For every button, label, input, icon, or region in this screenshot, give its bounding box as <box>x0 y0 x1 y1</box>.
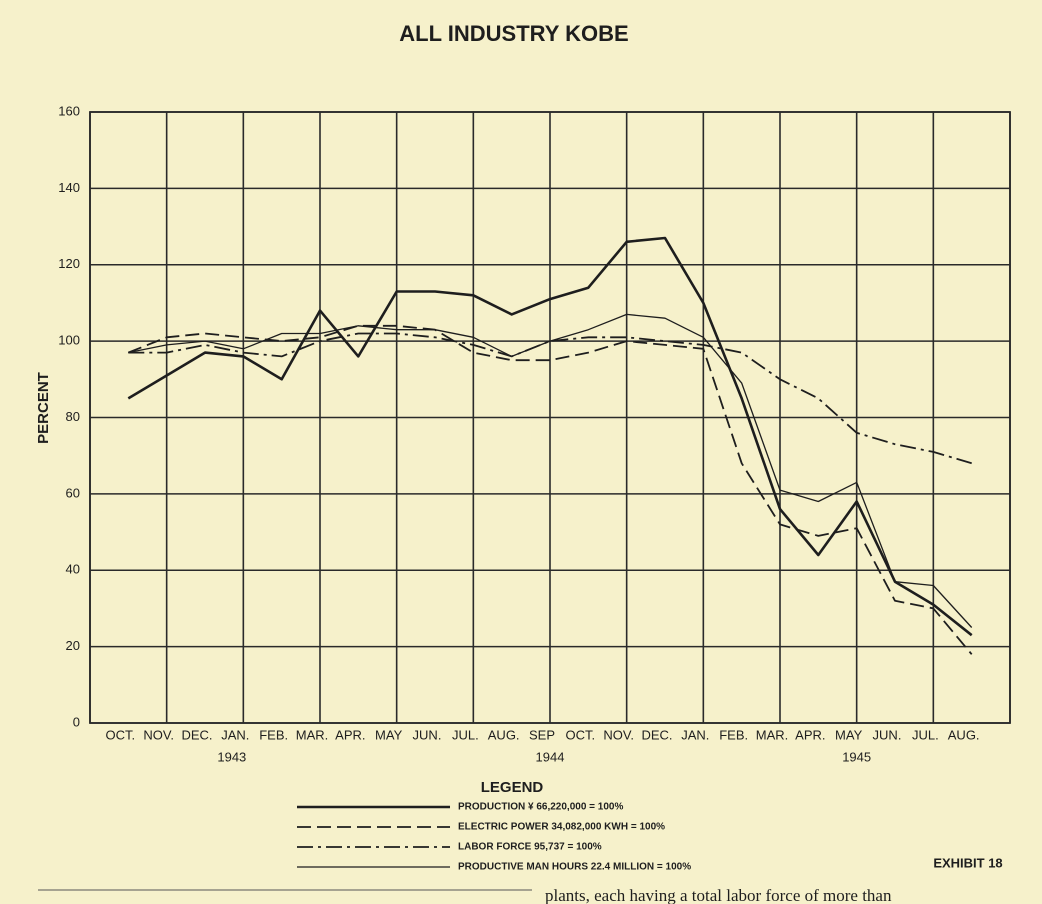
x-tick-label: DEC. <box>641 727 672 742</box>
legend-label: ELECTRIC POWER 34,082,000 KWH = 100% <box>458 822 665 833</box>
x-tick-label: APR. <box>335 727 365 742</box>
footer-text: plants, each having a total labor force … <box>545 886 892 904</box>
x-tick-label: FEB. <box>259 727 288 742</box>
y-tick-label: 140 <box>58 180 80 195</box>
x-tick-label: JAN. <box>681 727 709 742</box>
y-axis-label: PERCENT <box>35 372 52 444</box>
series-line <box>127 236 973 637</box>
legend-title: LEGEND <box>481 779 544 796</box>
series-line <box>127 324 973 655</box>
x-tick-label: JUL. <box>912 727 939 742</box>
x-tick-label: MAY <box>375 727 403 742</box>
y-tick-label: 100 <box>58 333 80 348</box>
x-tick-label: SEP <box>529 727 555 742</box>
x-tick-label: NOV. <box>603 727 634 742</box>
x-tick-label: OCT. <box>566 727 596 742</box>
x-tick-label: JUN. <box>413 727 442 742</box>
year-label: 1944 <box>536 749 565 764</box>
series-line <box>128 332 972 465</box>
chart-title: ALL INDUSTRY KOBE <box>399 21 628 46</box>
x-tick-label: MAR. <box>756 727 789 742</box>
legend-label: LABOR FORCE 95,737 = 100% <box>458 842 602 853</box>
x-tick-label: DEC. <box>181 727 212 742</box>
y-tick-label: 40 <box>66 562 80 577</box>
year-label: 1945 <box>842 749 871 764</box>
x-tick-label: FEB. <box>719 727 748 742</box>
y-tick-label: 0 <box>73 714 80 729</box>
series-line <box>128 313 973 628</box>
x-tick-label: JUL. <box>452 727 479 742</box>
exhibit-label: EXHIBIT 18 <box>933 855 1002 870</box>
year-label: 1943 <box>217 749 246 764</box>
x-tick-label: AUG. <box>488 727 520 742</box>
x-tick-label: MAR. <box>296 727 329 742</box>
x-tick-label: MAY <box>835 727 863 742</box>
y-tick-label: 120 <box>58 256 80 271</box>
x-tick-label: OCT. <box>106 727 136 742</box>
x-tick-label: JAN. <box>221 727 249 742</box>
x-tick-label: APR. <box>795 727 825 742</box>
x-tick-label: AUG. <box>948 727 980 742</box>
y-tick-label: 20 <box>66 638 80 653</box>
legend-label: PRODUCTION ¥ 66,220,000 = 100% <box>458 802 623 813</box>
x-tick-label: NOV. <box>143 727 174 742</box>
y-tick-label: 80 <box>66 409 80 424</box>
legend-label: PRODUCTIVE MAN HOURS 22.4 MILLION = 100% <box>458 862 691 873</box>
plot-frame <box>89 111 1011 724</box>
y-tick-label: 60 <box>66 485 80 500</box>
y-tick-label: 160 <box>58 103 80 118</box>
x-tick-label: JUN. <box>873 727 902 742</box>
